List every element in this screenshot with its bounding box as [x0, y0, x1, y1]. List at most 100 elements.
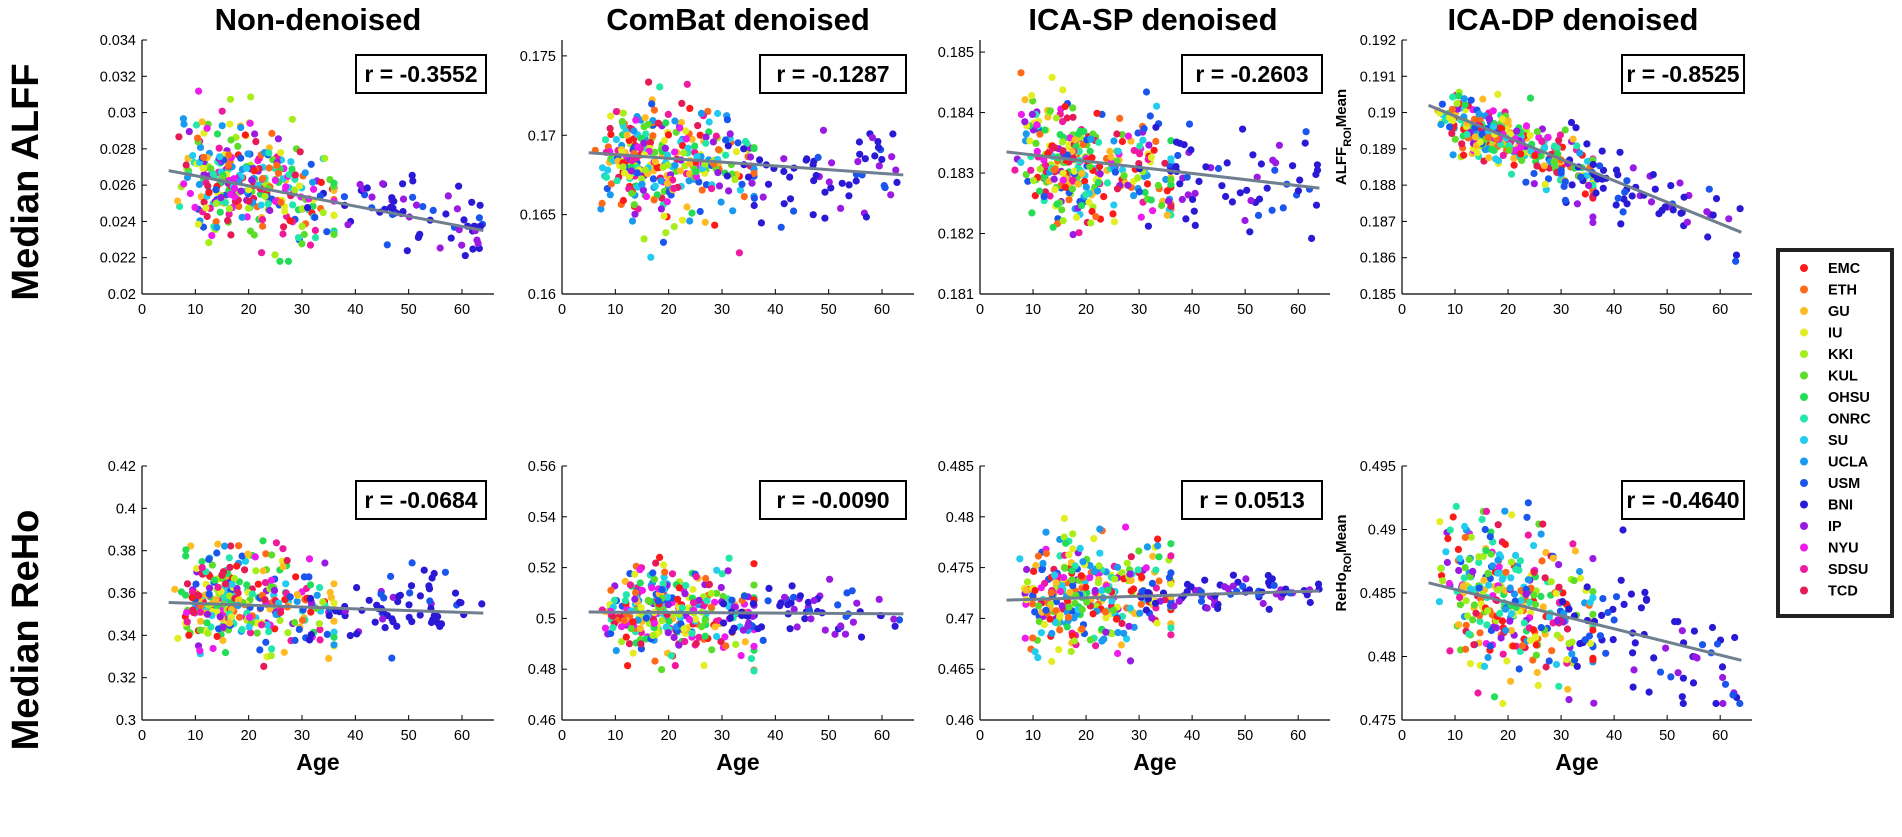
- data-point: [399, 195, 408, 203]
- data-point: [187, 542, 195, 550]
- data-points: [174, 87, 487, 265]
- data-point: [1167, 624, 1175, 632]
- data-point: [1058, 138, 1067, 146]
- data-point: [1589, 218, 1597, 227]
- data-point: [1136, 142, 1144, 150]
- data-point: [180, 180, 188, 188]
- data-point: [1645, 688, 1653, 696]
- data-point: [1592, 189, 1600, 197]
- data-point: [1036, 130, 1044, 138]
- data-point: [645, 78, 653, 86]
- data-point: [664, 110, 672, 118]
- data-point: [1148, 614, 1156, 622]
- data-point: [323, 228, 331, 236]
- legend-label: ETH: [1828, 283, 1857, 299]
- data-point: [1505, 146, 1513, 154]
- data-point: [1478, 515, 1486, 524]
- data-point: [1550, 158, 1558, 166]
- data-point: [1462, 597, 1470, 605]
- data-point: [1154, 535, 1162, 543]
- data-point: [1046, 107, 1054, 115]
- data-point: [1034, 654, 1042, 662]
- data-point: [607, 629, 615, 638]
- data-point: [271, 251, 279, 259]
- data-point: [226, 563, 234, 572]
- data-point: [1184, 191, 1192, 199]
- data-point: [728, 596, 736, 604]
- data-point: [729, 207, 737, 215]
- data-point: [609, 624, 617, 632]
- data-point: [722, 151, 730, 159]
- data-point: [379, 615, 387, 623]
- data-point: [786, 195, 795, 203]
- x-tick-label: 10: [607, 302, 623, 318]
- data-point: [317, 178, 325, 186]
- data-point: [714, 169, 722, 177]
- data-point: [892, 166, 900, 174]
- x-tick-label: 20: [241, 728, 257, 744]
- data-point: [186, 189, 194, 198]
- data-point: [1236, 189, 1244, 197]
- data-point: [442, 210, 450, 218]
- data-point: [409, 177, 417, 185]
- data-point: [1651, 185, 1659, 193]
- data-point: [1069, 530, 1077, 538]
- data-point: [683, 80, 691, 88]
- data-point: [230, 574, 239, 583]
- data-point: [1438, 100, 1446, 108]
- data-point: [810, 596, 818, 605]
- data-point: [701, 617, 709, 625]
- data-point: [1499, 699, 1507, 708]
- data-point: [1442, 548, 1450, 556]
- data-point: [325, 612, 333, 620]
- data-point: [1498, 617, 1507, 625]
- data-point: [1462, 645, 1470, 653]
- data-point: [1732, 257, 1740, 265]
- data-point: [1446, 647, 1454, 655]
- data-point: [1705, 185, 1713, 193]
- data-point: [819, 126, 828, 134]
- data-point: [285, 171, 293, 179]
- data-point: [1461, 564, 1469, 572]
- data-point: [197, 193, 205, 201]
- y-tick-label: 0.475: [1360, 713, 1396, 729]
- legend-label: UCLA: [1828, 455, 1869, 471]
- data-point: [1495, 563, 1503, 571]
- data-point: [636, 624, 645, 633]
- data-point: [1202, 163, 1210, 171]
- data-point: [180, 120, 188, 128]
- data-point: [1027, 166, 1035, 174]
- data-point: [196, 608, 204, 616]
- data-point: [1569, 540, 1577, 548]
- data-point: [203, 124, 211, 132]
- data-point: [807, 615, 815, 623]
- data-point: [1224, 585, 1232, 593]
- data-point: [1480, 576, 1488, 584]
- data-point: [1483, 621, 1491, 629]
- data-point: [1017, 110, 1025, 119]
- data-point: [638, 586, 647, 595]
- data-point: [219, 636, 227, 645]
- data-point: [1065, 603, 1073, 611]
- y-tick-label: 0.54: [528, 510, 556, 526]
- data-point: [1167, 176, 1175, 184]
- data-point: [650, 575, 659, 583]
- data-point: [834, 601, 842, 609]
- y-tick-label: 0.191: [1360, 69, 1396, 85]
- data-point: [669, 176, 677, 184]
- data-point: [875, 162, 883, 170]
- y-tick-label: 0.03: [108, 106, 136, 122]
- data-point: [1069, 231, 1077, 239]
- data-point: [1453, 99, 1461, 107]
- data-point: [750, 642, 758, 650]
- data-point: [1100, 193, 1108, 201]
- data-point: [744, 622, 752, 630]
- data-point: [1059, 169, 1067, 177]
- data-point: [1481, 525, 1489, 534]
- data-point: [682, 127, 690, 135]
- data-points: [1016, 514, 1323, 666]
- data-point: [679, 142, 687, 150]
- data-point: [276, 616, 284, 625]
- data-point: [765, 584, 773, 593]
- data-point: [1090, 567, 1098, 576]
